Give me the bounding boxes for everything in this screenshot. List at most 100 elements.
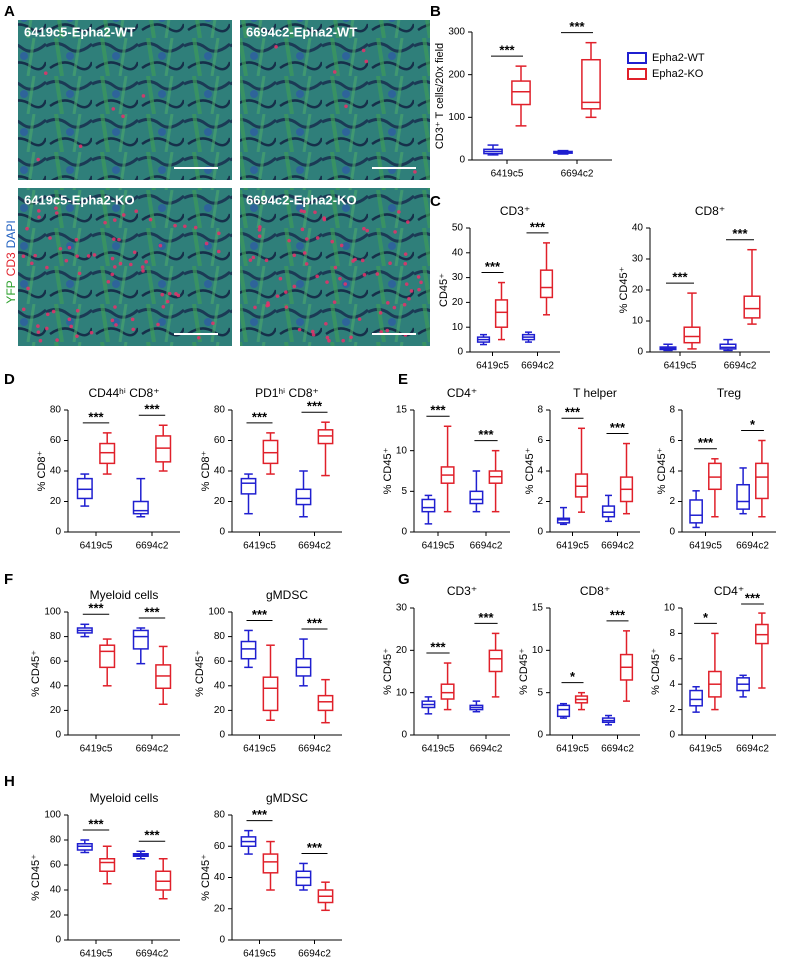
significance: *** [252, 409, 268, 424]
cd3-cell [113, 305, 117, 309]
x-tick-label: 6419c5 [556, 744, 589, 755]
cd3-cell [333, 265, 338, 270]
cd3-cell [343, 282, 348, 286]
chart-title: Myeloid cells [90, 791, 159, 805]
cd3-cell [353, 257, 357, 262]
cd3-cell [360, 258, 365, 263]
box [469, 490, 484, 505]
y-tick-label: 20 [50, 910, 62, 921]
cd3-cell [75, 334, 79, 338]
cd3-cell [173, 223, 177, 228]
box [556, 704, 571, 718]
significance: *** [307, 840, 323, 855]
cd3-cell [417, 287, 421, 292]
y-tick-label: 10 [532, 645, 544, 656]
box [295, 488, 312, 506]
y-tick-label: 100 [44, 607, 61, 618]
cd3-cell [302, 251, 307, 255]
x-tick-label: 6419c5 [422, 744, 455, 755]
y-tick-label: 100 [44, 810, 61, 821]
box [755, 462, 769, 500]
cd3-cell [344, 104, 348, 109]
cd3-cell [257, 228, 262, 232]
cd3-cell [266, 301, 270, 305]
y-axis-label: CD3⁺ T cells/20x field [434, 43, 446, 149]
cd3-cell [112, 218, 117, 222]
significance: *** [478, 427, 494, 442]
cd3-cell [284, 290, 288, 294]
x-tick-label: 6694c2 [298, 949, 331, 960]
x-tick-label: 6694c2 [298, 744, 331, 755]
y-tick-label: 80 [50, 631, 62, 642]
cd3-cell [86, 254, 91, 258]
significance: *** [430, 403, 446, 418]
y-tick-label: 4 [669, 466, 675, 477]
y-tick-label: 20 [632, 285, 644, 296]
cd3-cell [75, 308, 80, 313]
cd3-cell [21, 254, 26, 259]
stain-name: YFP [4, 280, 18, 303]
cd3-cell [304, 262, 309, 266]
significance: *** [698, 435, 714, 450]
x-tick-label: 6419c5 [476, 361, 509, 372]
box [494, 299, 509, 328]
x-tick-label: 6694c2 [736, 744, 769, 755]
y-tick-label: 40 [452, 247, 464, 258]
box [743, 295, 761, 319]
cd3-cell [325, 280, 329, 284]
y-axis-label: % CD8⁺ [200, 450, 212, 491]
cd3-cell [161, 304, 166, 309]
image-label: 6419c5-Epha2-WT [24, 24, 135, 39]
cd3-cell [167, 291, 172, 296]
cd3-cell [64, 258, 69, 263]
cd3-cell [197, 335, 201, 340]
legend-label: Epha2-KO [652, 68, 704, 80]
chart-title: CD44ʰⁱ CD8⁺ [88, 386, 159, 400]
cd3-cell [338, 276, 342, 281]
cd3-cell [407, 297, 411, 301]
cd3-cell [258, 225, 262, 229]
cd3-cell [204, 241, 209, 246]
cd3-cell [25, 226, 29, 231]
y-tick-label: 60 [214, 435, 226, 446]
y-axis-label: % CD45⁺ [382, 447, 394, 494]
cd3-cell [44, 326, 49, 331]
cd3-cell [217, 231, 221, 236]
y-tick-label: 20 [396, 645, 408, 656]
cd3-cell [111, 107, 116, 111]
y-axis-label: % CD45⁺ [524, 447, 536, 494]
cd3-cell [248, 258, 253, 262]
x-tick-label: 6419c5 [80, 541, 113, 552]
cd3-cell [36, 324, 40, 328]
y-axis-label: % CD45⁺ [30, 650, 42, 697]
significance: *** [144, 828, 160, 843]
y-axis-label: % CD45⁺ [30, 854, 42, 901]
chart-title: CD4⁺ [447, 386, 477, 400]
y-tick-label: 80 [214, 631, 226, 642]
cd3-cell [315, 236, 320, 240]
cd3-cell [299, 209, 304, 213]
y-tick-label: 6 [669, 653, 675, 664]
significance: *** [610, 607, 626, 622]
y-tick-label: 20 [214, 496, 226, 507]
y-axis-label: % CD8⁺ [36, 450, 48, 491]
cd3-cell [375, 272, 380, 276]
chart-title: CD4⁺ [714, 584, 744, 598]
y-tick-label: 40 [50, 885, 62, 896]
cd3-cell [110, 272, 115, 277]
cd3-cell [297, 327, 302, 332]
y-tick-label: 80 [50, 405, 62, 416]
y-tick-label: 8 [537, 405, 543, 416]
cd3-cell [327, 338, 331, 343]
y-tick-label: 5 [537, 687, 543, 698]
legend-swatch [627, 68, 647, 80]
box [132, 629, 149, 650]
cd3-cell [332, 300, 337, 304]
y-axis-label: % CD45⁺ [656, 447, 668, 494]
significance: *** [478, 610, 494, 625]
cd3-cell [419, 280, 423, 285]
cd3-cell [257, 234, 262, 239]
box [317, 694, 334, 712]
cd3-cell [77, 271, 82, 276]
cd3-cell [67, 245, 72, 250]
